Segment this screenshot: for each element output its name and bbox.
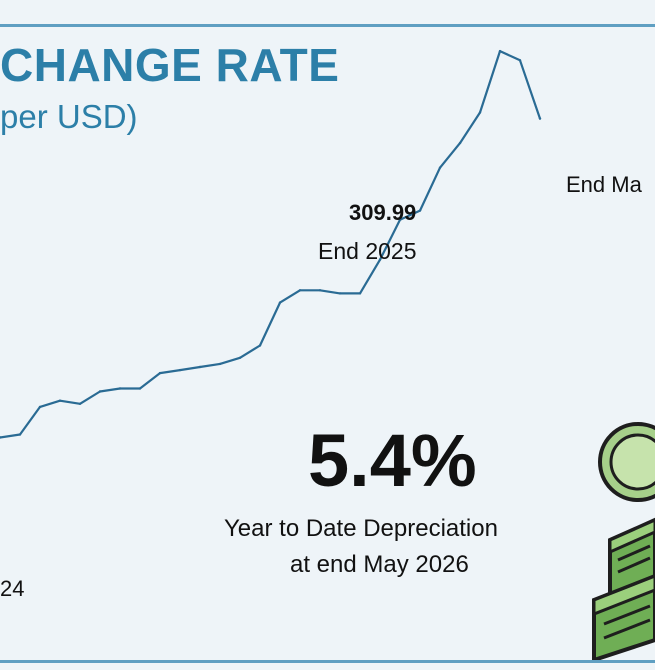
data-point-2025-10 bbox=[398, 218, 402, 221]
data-point-2024-12 bbox=[198, 365, 202, 369]
data-point-2024-09 bbox=[138, 387, 142, 390]
start-year-label: 24 bbox=[0, 576, 25, 601]
data-point-2024-04 bbox=[38, 405, 42, 409]
end-2025-value-label: 309.99 bbox=[349, 200, 417, 225]
data-point-2025-05 bbox=[298, 289, 302, 292]
data-point-2024-08 bbox=[118, 387, 122, 390]
data-point-2024-03 bbox=[18, 433, 22, 436]
ytd-depreciation-percent: 5.4% bbox=[308, 419, 477, 502]
data-point-2025-03 bbox=[258, 344, 262, 347]
data-point-2026-03 bbox=[498, 49, 502, 53]
data-point-2024-06 bbox=[78, 402, 82, 405]
data-point-2024-07 bbox=[98, 390, 102, 393]
data-point-2025-04 bbox=[278, 301, 282, 304]
data-points bbox=[0, 49, 542, 439]
data-point-2025-01 bbox=[218, 362, 222, 366]
data-point-2026-01 bbox=[458, 141, 462, 145]
data-point-2025-08 bbox=[358, 292, 362, 295]
data-point-2025-07 bbox=[338, 292, 342, 295]
chart-title: CHANGE RATE bbox=[0, 39, 340, 91]
data-point-2024-02 bbox=[0, 436, 2, 439]
data-point-2026-05 bbox=[538, 117, 542, 120]
series-line bbox=[0, 50, 542, 439]
data-point-2025-11 bbox=[418, 209, 422, 212]
chart-subtitle: per USD) bbox=[0, 98, 138, 135]
data-point-2024-11 bbox=[178, 368, 182, 372]
data-point-2025-09 bbox=[378, 258, 382, 261]
frame-bottom-border bbox=[0, 660, 655, 663]
frame-top-border bbox=[0, 24, 655, 27]
data-point-2024-10 bbox=[158, 371, 162, 375]
data-point-2025-02 bbox=[238, 356, 242, 359]
ytd-depreciation-caption: Year to Date Depreciation bbox=[224, 515, 498, 542]
ytd-depreciation-date: at end May 2026 bbox=[290, 551, 469, 578]
data-point-2025-06 bbox=[318, 289, 322, 292]
data-point-2025-12 bbox=[438, 166, 442, 169]
data-point-2026-02 bbox=[478, 111, 482, 114]
money-stack-coin-icon bbox=[592, 422, 655, 660]
data-point-2024-05 bbox=[58, 399, 62, 402]
end-2025-label: End 2025 bbox=[318, 238, 417, 264]
data-point-2026-04 bbox=[518, 59, 522, 62]
end-may-label: End Ma bbox=[566, 172, 642, 197]
